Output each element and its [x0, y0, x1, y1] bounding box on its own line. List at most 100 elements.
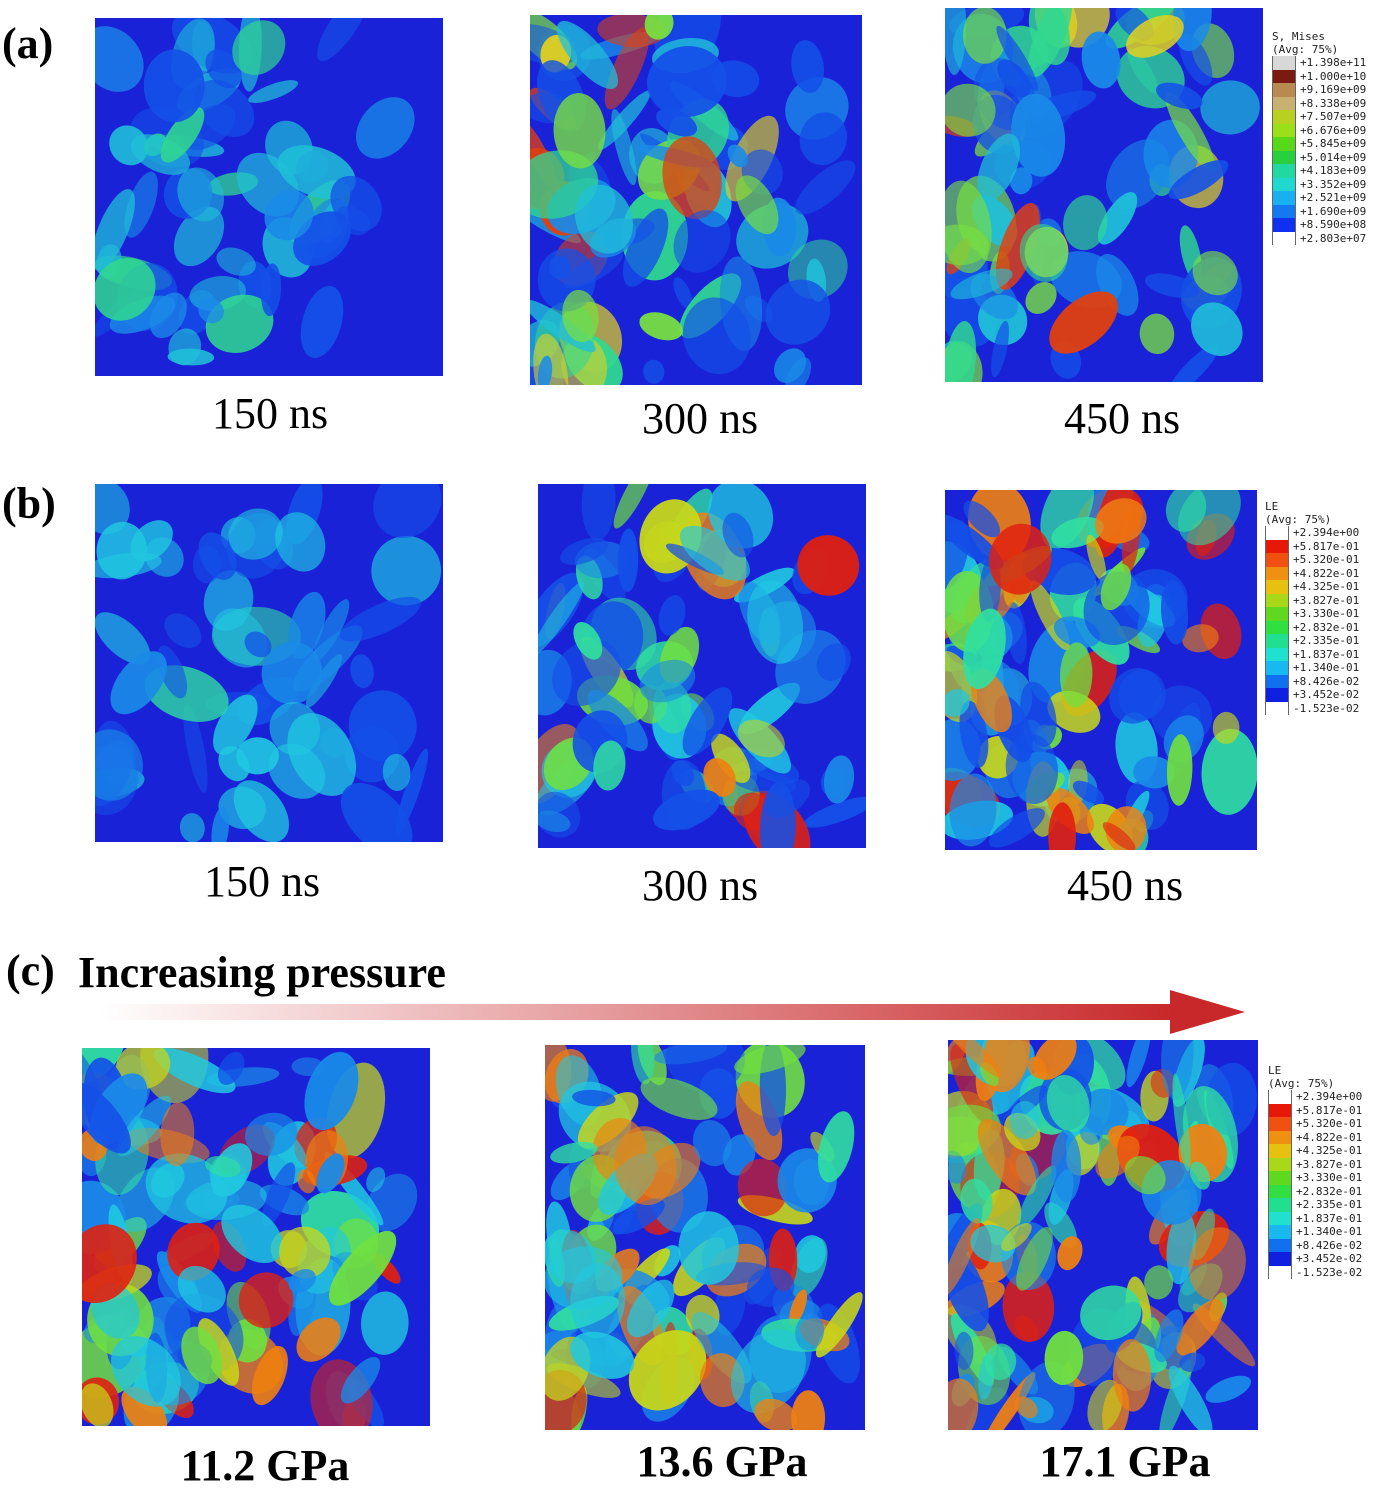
- legend-value: +4.325e-01: [1296, 1144, 1363, 1157]
- contour-blob: [268, 743, 326, 799]
- legend-swatch: [1265, 580, 1289, 594]
- legend-swatch: [1268, 1171, 1292, 1185]
- contour-blob: [205, 1155, 241, 1178]
- contour-blob: [818, 1111, 855, 1183]
- contour-blob: [216, 247, 256, 276]
- contour-blob: [963, 608, 1006, 690]
- contour-blob: [795, 160, 856, 215]
- contour-blob: [671, 760, 695, 787]
- time-label-b-3: 450 ns: [1066, 861, 1184, 910]
- contour-blob: [692, 1119, 732, 1167]
- contour-blob: [1156, 82, 1203, 110]
- time-label-a-3: 450 ns: [1063, 394, 1181, 443]
- legend-value: +2.335e-01: [1296, 1198, 1363, 1211]
- contour-blob: [789, 1289, 808, 1326]
- contour-blob: [948, 1378, 979, 1430]
- contour-blob: [1168, 1365, 1213, 1430]
- contour-blob: [963, 8, 1007, 64]
- legend-value: +3.827e-01: [1296, 1157, 1363, 1171]
- legend-row: +8.426e-02: [1265, 674, 1359, 688]
- contour-blob: [997, 59, 1030, 98]
- contour-blob: [573, 621, 603, 660]
- legend-swatch: [1268, 1103, 1292, 1117]
- legend-swatch: [1265, 593, 1289, 607]
- contour-blob: [1086, 534, 1107, 582]
- legend-row: +2.335e-01: [1265, 634, 1359, 648]
- contour-blob: [244, 1112, 298, 1156]
- pressure-label-1: 11.2 GPa: [180, 1441, 350, 1490]
- contour-blob: [329, 1230, 397, 1306]
- contour-blob: [537, 355, 553, 385]
- contour-blob: [613, 484, 655, 529]
- contour-blob: [1059, 642, 1093, 708]
- legend-swatch: [1268, 1238, 1292, 1252]
- contour-blob: [662, 136, 722, 220]
- contour-blob: [350, 654, 374, 689]
- contour-blob: [340, 782, 413, 842]
- contour-blob: [639, 312, 683, 341]
- contour-blob: [977, 1119, 1037, 1196]
- contour-blob: [1049, 291, 1118, 354]
- legend-row: +1.837e-01: [1265, 647, 1359, 661]
- contour-blob: [643, 359, 665, 384]
- legend-swatch: [1272, 123, 1296, 137]
- contour-blob: [1106, 139, 1170, 210]
- contour-blob: [371, 535, 442, 606]
- legend-value: +3.330e-01: [1296, 1171, 1363, 1184]
- contour-blob: [95, 729, 143, 801]
- legend-swatch: [1272, 164, 1296, 178]
- contour-blob: [1188, 1227, 1246, 1301]
- contour-blob: [538, 581, 585, 657]
- contour-blob: [1168, 159, 1229, 200]
- contour-blob: [361, 1291, 409, 1355]
- legend-title: LE: [1268, 1064, 1282, 1077]
- legend-row: +5.845e+09: [1272, 137, 1366, 151]
- contour-blob: [95, 484, 130, 535]
- contour-blob: [631, 1045, 655, 1085]
- legend-row: -1.523e-02: [1268, 1265, 1362, 1279]
- contour-blob: [1102, 822, 1136, 850]
- legend-swatch: [1272, 150, 1296, 164]
- contour-c-13-6gpa: [545, 1045, 865, 1430]
- legend-row: +8.338e+09: [1272, 96, 1366, 110]
- contour-blob: [317, 18, 370, 62]
- legend-swatch: [1268, 1130, 1292, 1144]
- contour-blob: [82, 1383, 114, 1426]
- legend-value: +5.320e-01: [1293, 553, 1360, 566]
- contour-blob: [373, 484, 442, 538]
- contour-blob: [575, 184, 633, 254]
- legend-swatch: [1272, 231, 1296, 245]
- contour-blob: [1019, 223, 1068, 282]
- contour-blob: [217, 1051, 245, 1085]
- legend-row: +7.507e+09: [1272, 110, 1366, 124]
- contour-blob: [221, 1204, 284, 1264]
- contour-blob: [279, 1226, 331, 1279]
- legend-swatch: [1265, 634, 1289, 648]
- contour-blob: [970, 1224, 1016, 1263]
- contour-blob: [711, 60, 760, 98]
- legend-swatch: [1268, 1198, 1292, 1212]
- contour-blob: [1165, 92, 1215, 172]
- contour-blob: [330, 175, 382, 232]
- contour-blob: [945, 8, 967, 76]
- legend-value: +6.676e+09: [1300, 123, 1367, 137]
- legend-swatch: [1265, 688, 1289, 702]
- legend-value: +5.817e-01: [1296, 1103, 1363, 1117]
- contour-blob: [1126, 1040, 1151, 1088]
- contour-blob: [628, 1330, 707, 1411]
- legend-swatch: [1272, 83, 1296, 97]
- contour-blob: [658, 595, 686, 636]
- contour-blob: [948, 1040, 1003, 1078]
- legend-value: +1.340e-01: [1293, 661, 1360, 674]
- legend-value: +1.398e+11: [1300, 56, 1367, 69]
- contour-blob: [1044, 1330, 1084, 1386]
- contour-blob: [198, 298, 224, 324]
- contour-blob: [288, 1268, 316, 1293]
- legend-row: +4.822e-01: [1268, 1130, 1362, 1144]
- legend-row: +4.822e-01: [1265, 566, 1359, 580]
- contour-blob: [550, 1141, 598, 1164]
- legend-row: +1.690e+09: [1272, 204, 1366, 218]
- contour-blob: [759, 782, 796, 848]
- legend-row: +2.832e-01: [1268, 1184, 1362, 1198]
- legend-row: +3.330e-01: [1268, 1171, 1362, 1185]
